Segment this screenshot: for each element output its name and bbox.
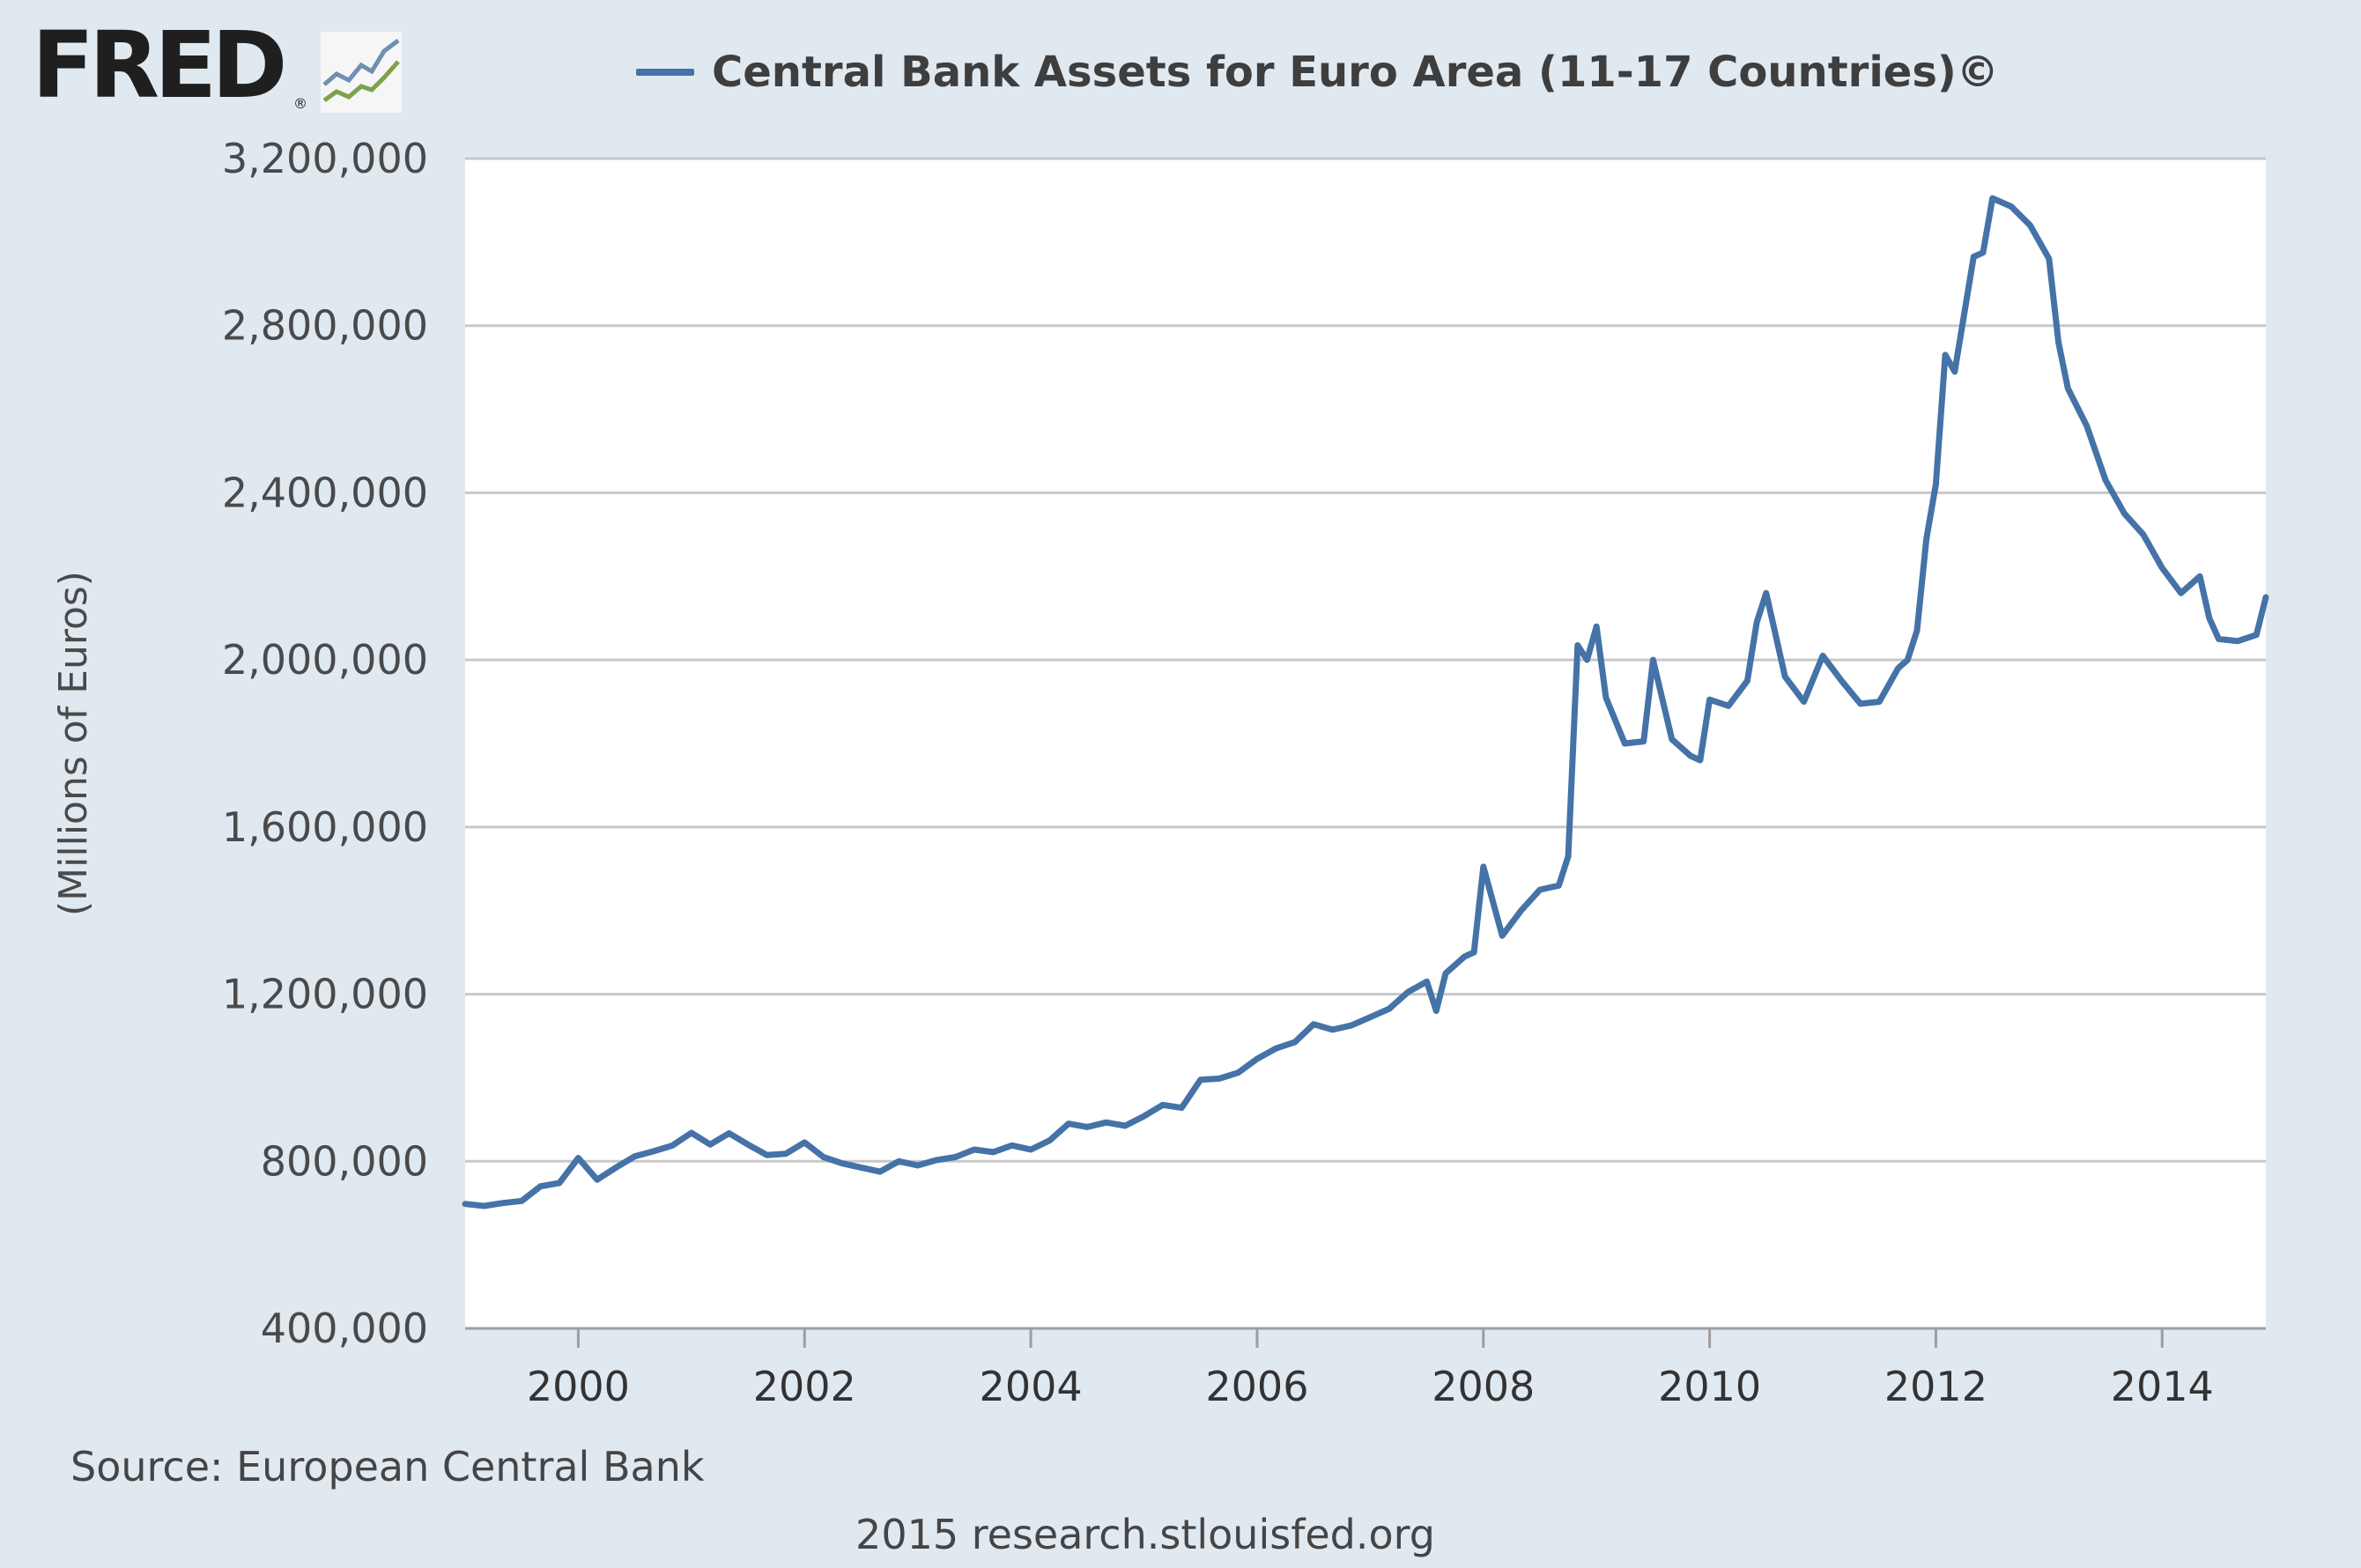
- y-tick-label: 2,000,000: [222, 636, 428, 684]
- source-note: Source: European Central Bank: [70, 1443, 705, 1490]
- fred-logo[interactable]: FRED ®: [32, 19, 411, 122]
- trend-chart-icon: [321, 32, 402, 113]
- chart-legend: Central Bank Assets for Euro Area (11-17…: [636, 46, 1999, 99]
- y-tick-label: 1,200,000: [222, 971, 428, 1018]
- registered-mark: ®: [293, 95, 307, 112]
- x-tick-label: 2012: [1884, 1363, 1987, 1410]
- y-tick-label: 400,000: [261, 1305, 428, 1352]
- fred-logo-text: FRED: [32, 11, 287, 119]
- y-tick-label: 3,200,000: [222, 135, 428, 182]
- x-tick-label: 2014: [2111, 1363, 2214, 1410]
- y-tick-label: 2,400,000: [222, 469, 428, 516]
- legend-swatch: [636, 69, 694, 76]
- chart-title: Central Bank Assets for Euro Area (11-17…: [712, 48, 1999, 97]
- x-axis: 2000 2002 2004 2006 2008 2010 2012 2014: [527, 1328, 2214, 1410]
- y-tick-label: 1,600,000: [222, 803, 428, 851]
- x-tick-label: 2004: [980, 1363, 1083, 1410]
- series-line: [462, 195, 2269, 1209]
- y-tick-label: 800,000: [261, 1137, 428, 1185]
- x-tick-label: 2010: [1658, 1363, 1761, 1410]
- credit-link[interactable]: 2015 research.stlouisfed.org: [855, 1511, 1435, 1558]
- y-axis-label: (Millions of Euros): [51, 571, 96, 916]
- y-tick-label: 2,800,000: [222, 302, 428, 350]
- x-tick-label: 2006: [1205, 1363, 1308, 1410]
- x-tick-label: 2008: [1432, 1363, 1535, 1410]
- plot-area: [465, 159, 2266, 1328]
- x-tick-label: 2000: [527, 1363, 630, 1410]
- x-tick-label: 2002: [753, 1363, 856, 1410]
- y-axis: 400,000 800,000 1,200,000 1,600,000 2,000,00…: [222, 135, 428, 1352]
- gridlines: [465, 157, 2266, 1330]
- series-layer: [462, 195, 2269, 1209]
